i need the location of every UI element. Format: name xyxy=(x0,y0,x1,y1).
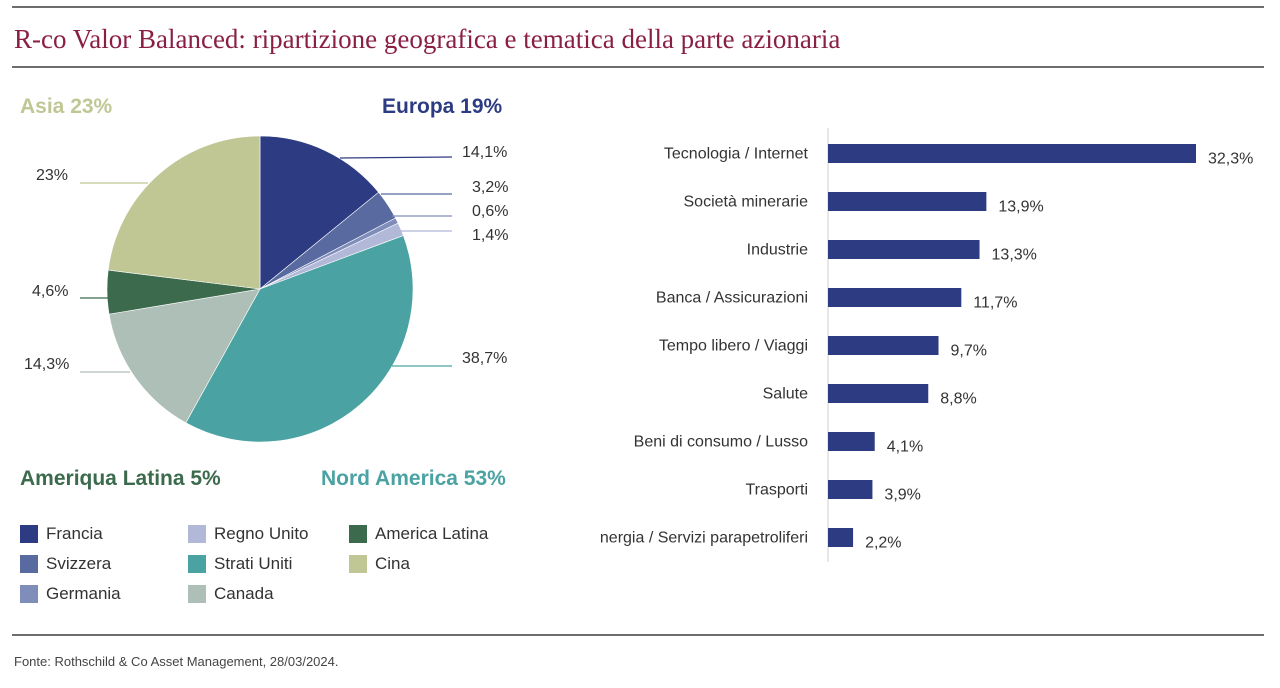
legend-label: Cina xyxy=(375,554,410,573)
legend-label: Francia xyxy=(46,524,103,543)
bar-value-label: 2,2% xyxy=(865,535,901,552)
bar-value-label: 9,7% xyxy=(951,343,987,360)
bar xyxy=(828,144,1196,163)
pie-slice-francia xyxy=(259,135,380,290)
legend-item-germania: Germania xyxy=(20,584,121,604)
source-note: Fonte: Rothschild & Co Asset Management,… xyxy=(14,654,339,669)
pie-label-regno-unito: 1,4% xyxy=(472,227,509,244)
bar xyxy=(828,528,854,547)
legend-swatch xyxy=(20,525,38,543)
bar-category-label: Energia / Servizi parapetroliferi xyxy=(600,530,808,547)
pie-slice-canada xyxy=(108,288,261,424)
region-europa: Europa 19% xyxy=(382,95,503,118)
legend-swatch xyxy=(20,585,38,603)
bar-value-label: 13,3% xyxy=(992,247,1037,264)
legend-item-regno-unito: Regno Unito xyxy=(188,524,309,544)
legend-item-america-latina: America Latina xyxy=(349,524,488,544)
bar-chart: Tecnologia / Internet 32,3% Società minera… xyxy=(600,128,1253,562)
legend-item-cina: Cina xyxy=(349,554,410,574)
pie-slice-cina xyxy=(107,135,261,290)
bar xyxy=(828,192,987,211)
bar-category-label: Industrie xyxy=(747,242,808,259)
legend-swatch xyxy=(20,555,38,573)
legend-swatch xyxy=(188,585,206,603)
legend-label: Canada xyxy=(214,584,274,603)
chart-title: R-co Valor Balanced: ripartizione geogra… xyxy=(14,24,841,54)
pie-label-canada: 14,3% xyxy=(24,356,70,373)
pie-label-stati-uniti: 38,7% xyxy=(462,350,508,367)
bar-category-label: Trasporti xyxy=(745,482,808,499)
bar-category-label: Salute xyxy=(763,386,808,403)
top-rule xyxy=(12,6,1264,8)
pie-chart xyxy=(80,135,453,443)
pie-label-germania: 0,6% xyxy=(472,203,509,220)
bar-value-label: 32,3% xyxy=(1208,151,1253,168)
legend-swatch xyxy=(349,555,367,573)
legend-swatch xyxy=(349,525,367,543)
bar-category-label: Banca / Assicurazioni xyxy=(656,290,808,307)
bar-category-label: Società minerarie xyxy=(684,194,809,211)
pie-label-cina: 23% xyxy=(36,167,69,184)
pie-slice-strati-uniti xyxy=(185,235,414,443)
bar xyxy=(828,480,873,499)
bar-value-label: 13,9% xyxy=(998,199,1043,216)
legend-label: Strati Uniti xyxy=(214,554,293,573)
pie-leader-line xyxy=(339,156,453,159)
bar-category-label: Beni di consumo / Lusso xyxy=(634,434,808,451)
title-rule xyxy=(12,66,1264,68)
region-nord-america: Nord America 53% xyxy=(321,467,506,490)
legend-item-stati-uniti: Strati Uniti xyxy=(188,554,292,574)
bar xyxy=(828,432,875,451)
bar xyxy=(828,336,939,355)
legend-item-francia: Francia xyxy=(20,524,103,544)
pie-label-svizzera: 3,2% xyxy=(472,179,509,196)
pie-label-francia: 14,1% xyxy=(462,144,508,161)
legend-label: Germania xyxy=(46,584,121,603)
bar-value-label: 4,1% xyxy=(887,439,923,456)
bar-value-label: 8,8% xyxy=(940,391,976,408)
bar xyxy=(828,288,962,307)
region-asia: Asia 23% xyxy=(20,95,113,118)
bar-category-label: Tempo libero / Viaggi xyxy=(659,338,808,355)
bar xyxy=(828,240,980,259)
bar-value-label: 11,7% xyxy=(973,295,1017,312)
bottom-rule xyxy=(12,634,1264,636)
bar xyxy=(828,384,929,403)
legend-item-svizzera: Svizzera xyxy=(20,554,111,574)
bar-value-label: 3,9% xyxy=(884,487,920,504)
legend-swatch xyxy=(188,555,206,573)
pie-label-america-latina: 4,6% xyxy=(32,283,69,300)
bar-category-label: Tecnologia / Internet xyxy=(664,146,809,163)
legend-label: Regno Unito xyxy=(214,524,309,543)
legend-label: Svizzera xyxy=(46,554,112,573)
legend-label: America Latina xyxy=(375,524,489,543)
legend-item-canada: Canada xyxy=(188,584,274,604)
legend-swatch xyxy=(188,525,206,543)
region-america-latina: Ameriqua Latina 5% xyxy=(20,467,221,490)
